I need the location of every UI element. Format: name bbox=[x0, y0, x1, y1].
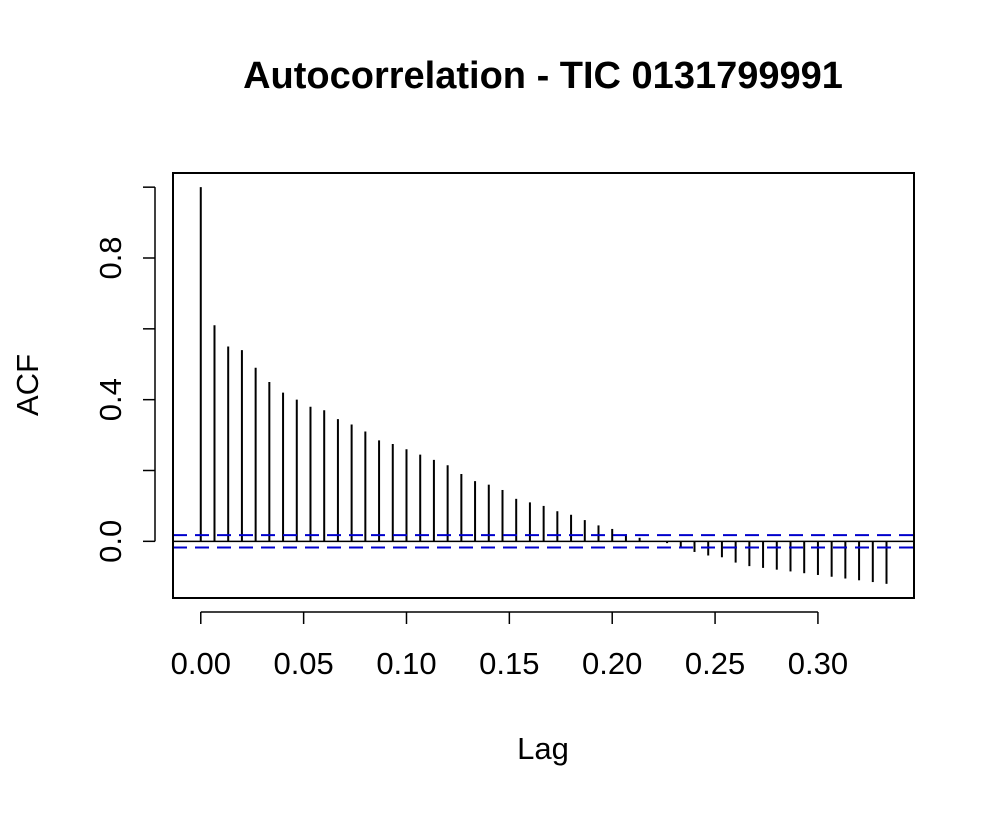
acf-bars bbox=[199, 187, 888, 584]
y-tick-label: 0.0 bbox=[93, 520, 128, 563]
x-tick-label: 0.05 bbox=[273, 646, 333, 681]
x-tick-label: 0.25 bbox=[685, 646, 745, 681]
y-tick-label: 0.4 bbox=[93, 378, 128, 421]
x-tick-label: 0.30 bbox=[788, 646, 848, 681]
y-tick-label: 0.8 bbox=[93, 236, 128, 279]
chart-title: Autocorrelation - TIC 0131799991 bbox=[243, 55, 843, 97]
x-tick-label: 0.20 bbox=[582, 646, 642, 681]
x-tick-label: 0.00 bbox=[171, 646, 231, 681]
x-tick-label: 0.15 bbox=[479, 646, 539, 681]
y-axis-label: ACF bbox=[10, 354, 45, 416]
y-axis: 0.0 0.4 0.8 bbox=[93, 186, 156, 563]
x-tick-label: 0.10 bbox=[376, 646, 436, 681]
confidence-bounds bbox=[173, 534, 914, 549]
x-axis: 0.00 0.05 0.10 0.15 0.20 0.25 0.30 bbox=[171, 611, 848, 681]
plot-frame bbox=[172, 172, 915, 599]
x-axis-label: Lag bbox=[517, 731, 569, 766]
